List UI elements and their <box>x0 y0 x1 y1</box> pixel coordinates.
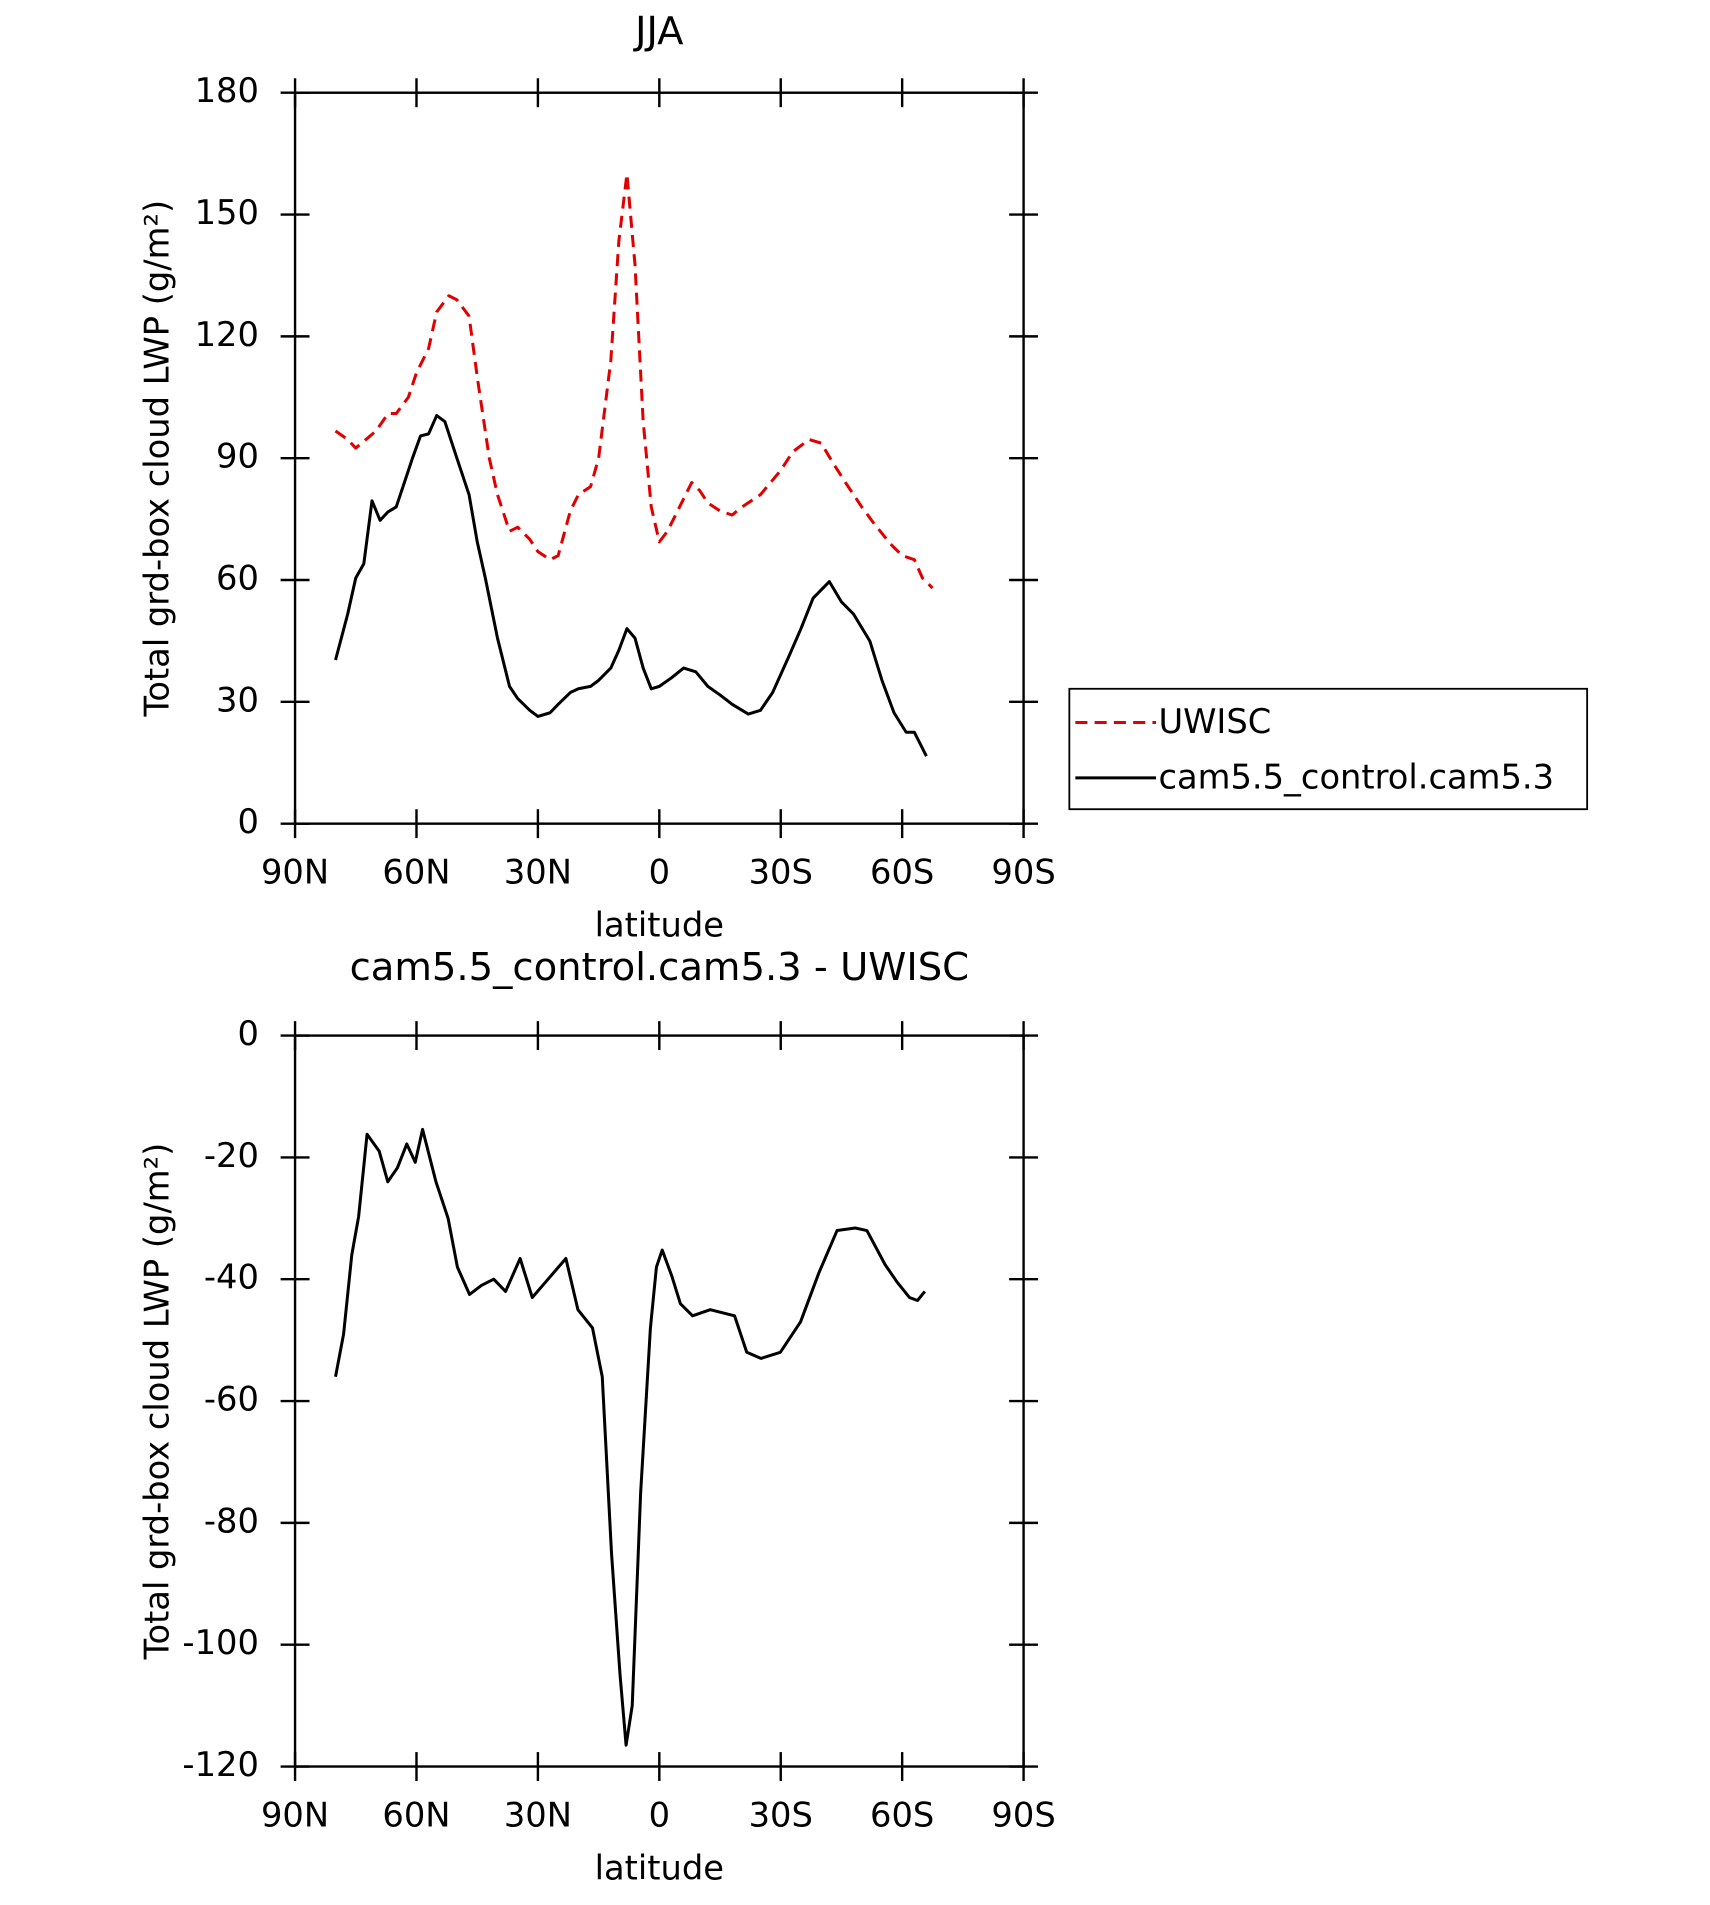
legend-label: cam5.5_control.cam5.3 <box>1158 758 1554 797</box>
series-line <box>334 414 928 757</box>
y-tick-label: 150 <box>195 193 259 232</box>
y-tick-label: 30 <box>216 680 259 719</box>
chart-title: JJA <box>633 9 684 54</box>
x-tick-label: 30N <box>504 1796 572 1835</box>
plot-frame <box>293 91 1025 825</box>
legend: UWISC cam5.5_control.cam5.3 <box>1068 687 1589 811</box>
x-axis-label: latitude <box>595 1849 724 1888</box>
x-tick-label: 30N <box>504 853 572 892</box>
legend-label: UWISC <box>1158 702 1271 741</box>
y-tick-label: 60 <box>216 559 259 598</box>
x-tick-label: 90N <box>261 853 329 892</box>
x-tick-label: 0 <box>649 853 670 892</box>
x-tick-label: 60N <box>382 1796 450 1835</box>
x-tick-label: 60S <box>870 853 934 892</box>
y-axis-label: Total grd-box cloud LWP (g/m²) <box>137 200 176 718</box>
x-tick-label: 90S <box>991 853 1055 892</box>
chart-title: cam5.5_control.cam5.3 - UWISC <box>350 945 969 990</box>
y-tick-label: -120 <box>182 1745 259 1784</box>
y-tick-label: 180 <box>195 71 259 110</box>
y-tick-label: 90 <box>216 437 259 476</box>
series-line <box>334 172 934 590</box>
x-tick-label: 30S <box>749 853 813 892</box>
legend-box <box>1068 687 1589 811</box>
y-tick-label: -100 <box>182 1623 259 1662</box>
y-tick-label: -60 <box>204 1380 259 1419</box>
x-tick-label: 30S <box>749 1796 813 1835</box>
x-tick-label: 90N <box>261 1796 329 1835</box>
y-axis-label: Total grd-box cloud LWP (g/m²) <box>137 1143 176 1661</box>
y-tick-label: -40 <box>204 1258 259 1297</box>
y-tick-label: -20 <box>204 1136 259 1175</box>
x-axis-label: latitude <box>595 906 724 945</box>
plot-frame <box>293 1034 1025 1768</box>
x-tick-label: 90S <box>991 1796 1055 1835</box>
y-tick-label: 0 <box>237 802 258 841</box>
x-tick-label: 60N <box>382 853 450 892</box>
y-tick-label: 0 <box>237 1014 258 1053</box>
x-tick-label: 0 <box>649 1796 670 1835</box>
series-line <box>334 1127 927 1747</box>
x-tick-label: 60S <box>870 1796 934 1835</box>
y-tick-label: 120 <box>195 315 259 354</box>
y-tick-label: -80 <box>204 1501 259 1540</box>
